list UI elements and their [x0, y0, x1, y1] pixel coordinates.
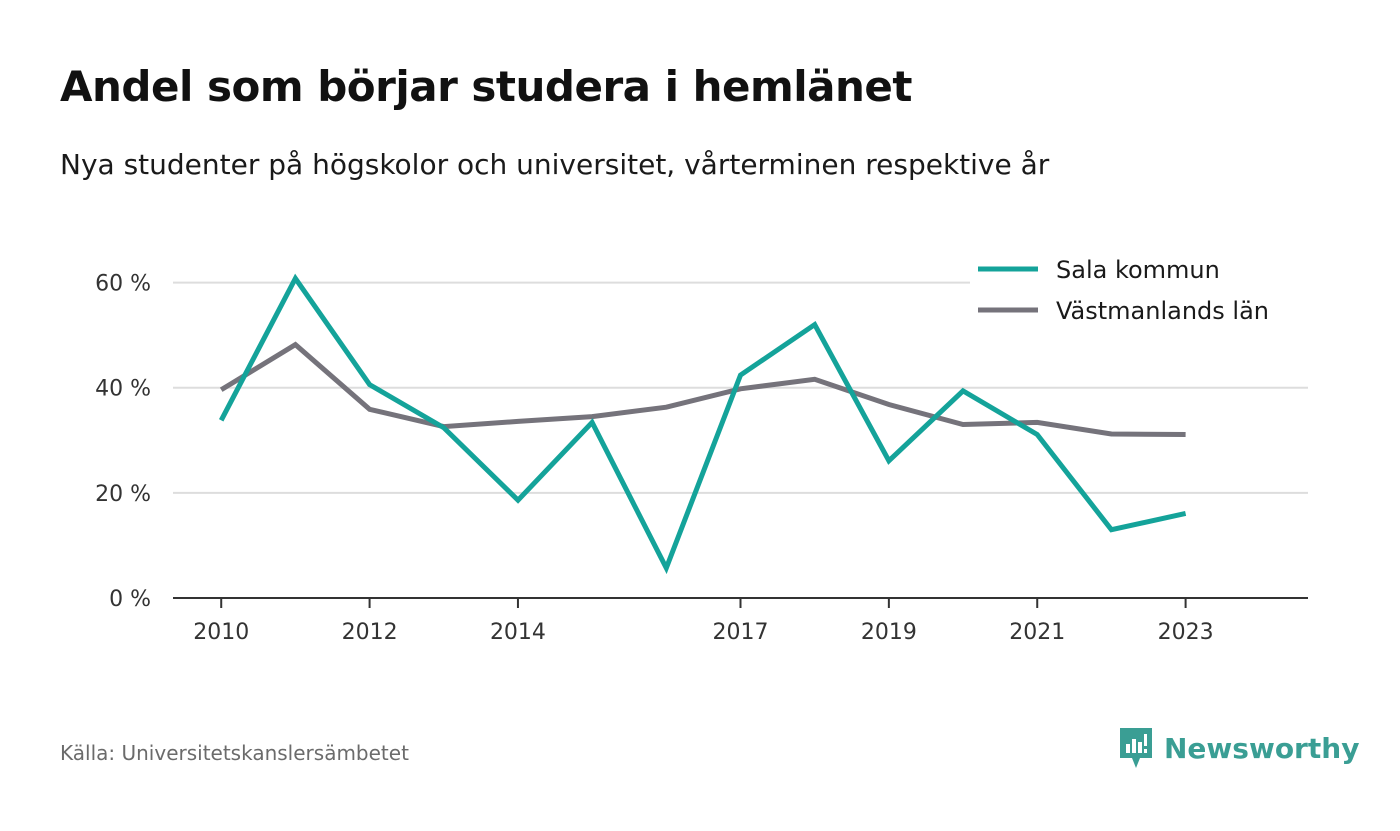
source-note: Källa: Universitetskanslersämbetet	[60, 741, 409, 765]
x-tick-label: 2021	[1009, 620, 1065, 645]
series-lines	[218, 273, 1187, 575]
brand-name: Newsworthy	[1164, 731, 1360, 765]
x-tick-label: 2023	[1158, 620, 1214, 645]
x-tick-label: 2012	[342, 620, 398, 645]
legend-label-vastmanland: Västmanlands län	[1056, 297, 1269, 325]
x-tick-label: 2017	[713, 620, 769, 645]
legend-label-sala: Sala kommun	[1056, 256, 1220, 284]
series-line-sala	[218, 273, 1187, 575]
x-tick-label: 2019	[861, 620, 917, 645]
y-tick-label: 0 %	[109, 587, 151, 612]
x-axis-tick-labels: 2010 2012 2014 2017 2019 2021 2023	[193, 620, 1213, 645]
x-axis	[173, 597, 1308, 608]
newsworthy-logo-icon	[1120, 728, 1152, 768]
brand-logo: Newsworthy	[1118, 726, 1359, 770]
y-tick-label: 20 %	[95, 482, 151, 507]
x-tick-label: 2014	[490, 620, 546, 645]
chart-subtitle: Nya studenter på högskolor och universit…	[60, 148, 1050, 181]
y-tick-label: 60 %	[95, 272, 151, 297]
y-tick-label: 40 %	[95, 377, 151, 402]
legend: Sala kommun Västmanlands län	[970, 250, 1315, 330]
series-line-vastmanland	[219, 341, 1186, 437]
x-tick-label: 2010	[193, 620, 249, 645]
chart-title: Andel som börjar studera i hemlänet	[60, 62, 913, 111]
legend-background	[970, 250, 1315, 330]
y-axis-tick-labels: 0 % 20 % 40 % 60 %	[95, 272, 151, 612]
